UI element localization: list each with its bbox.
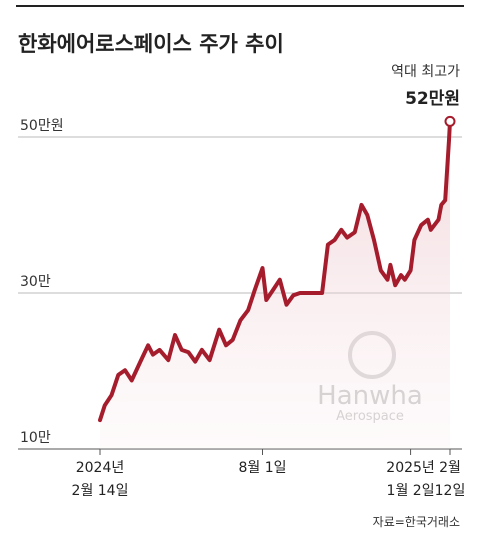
y-tick-label: 10만	[20, 430, 51, 446]
area	[100, 121, 450, 450]
annotation-value: 52만원	[405, 89, 460, 109]
source: 자료=한국거래소	[372, 515, 460, 529]
annotation-label: 역대 최고가	[391, 64, 460, 80]
peak-marker	[444, 115, 456, 127]
chart-title: 한화에어로스페이스 주가 추이	[18, 32, 284, 56]
y-tick-label: 30만	[20, 274, 51, 290]
x-tick-label: 8월 1일	[238, 460, 287, 476]
x-tick-label: 2025년 1월 2일	[386, 460, 435, 499]
line	[98, 119, 452, 423]
x-tick-label: 2024년 2월 14일	[71, 460, 129, 499]
y-tick-label: 50만원	[20, 118, 64, 134]
x-tick-label: 2월 12일	[434, 460, 466, 499]
